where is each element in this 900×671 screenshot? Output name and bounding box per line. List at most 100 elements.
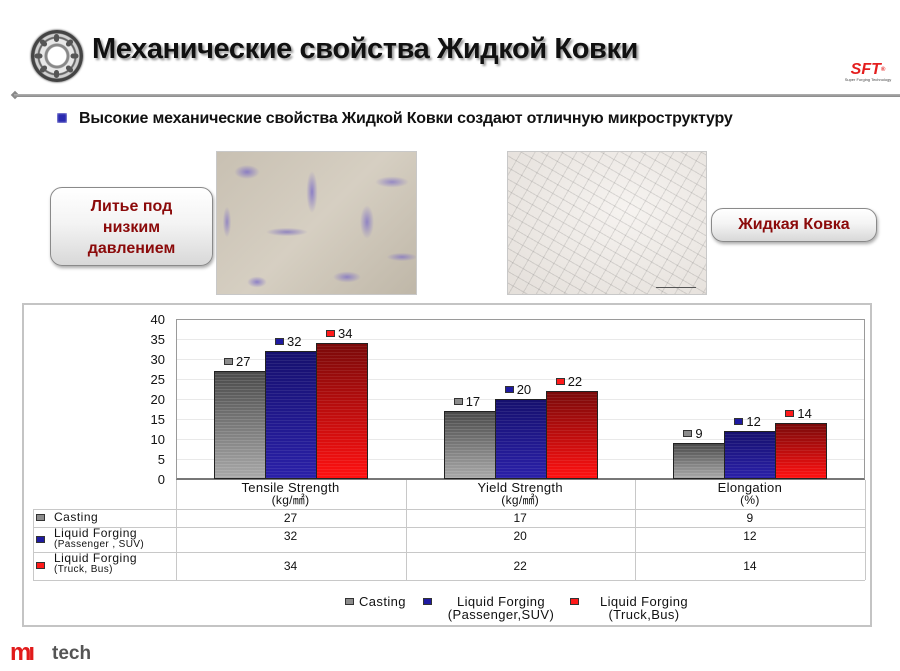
header-divider [14, 94, 900, 97]
table-gridline [33, 527, 865, 528]
legend-swatch-icon [275, 338, 284, 345]
data-label: 32 [275, 335, 301, 348]
casting-microstructure-image [216, 151, 417, 295]
low-pressure-casting-label: Литье под низким давлением [50, 187, 213, 266]
table-gridline [33, 580, 865, 581]
bullet-square-icon [57, 113, 67, 123]
row-label-name: Liquid Forging [54, 551, 138, 565]
legend-swatch-icon [36, 535, 45, 543]
legend-swatch-icon [570, 598, 579, 605]
table-gridline [33, 509, 865, 510]
y-axis-tick-label: 20 [150, 392, 165, 407]
legend-swatch-icon [224, 358, 233, 365]
data-label-value: 9 [695, 426, 703, 441]
bar-lf-truck [316, 343, 368, 479]
legend-swatch-icon [326, 330, 335, 337]
data-label-value: 14 [797, 406, 812, 421]
label-line: давлением [87, 240, 176, 257]
gridline [177, 339, 865, 340]
data-label: 14 [785, 406, 812, 421]
legend-label-name: Liquid Forging [600, 594, 688, 609]
legend-label-name: Casting [359, 594, 406, 609]
subtitle: Высокие механические свойства Жидкой Ков… [79, 110, 733, 127]
y-axis-tick-label: 35 [150, 332, 165, 347]
legend-swatch-icon [345, 598, 354, 605]
legend-label: Liquid Forging (Truck,Bus) [584, 595, 704, 621]
table-gridline [176, 480, 177, 580]
data-label-value: 22 [567, 374, 583, 389]
data-label-value: 12 [746, 414, 761, 429]
sft-logo-mark: SFT [850, 61, 881, 78]
legend-swatch-icon [504, 386, 514, 393]
scale-bar [656, 287, 696, 288]
registered-mark: ® [880, 67, 886, 73]
bar-lf-truck [545, 391, 598, 479]
data-label: 22 [555, 374, 583, 389]
category-name: Tensile Strength [241, 480, 340, 495]
table-row-label: Liquid Forging (Truck, Bus) [36, 552, 174, 580]
table-cell: 17 [513, 511, 527, 525]
y-axis-tick-label: 25 [150, 372, 165, 387]
bar-casting [214, 371, 266, 479]
category-header: Elongation (%) [635, 480, 864, 507]
bar-lf-truck [775, 423, 828, 479]
table-cell: 34 [283, 559, 298, 573]
table-gridline [33, 509, 34, 580]
data-label-value: 34 [338, 326, 353, 341]
category-name: Elongation [717, 480, 783, 495]
table-cell: 20 [513, 529, 527, 543]
data-label-value: 27 [236, 354, 251, 369]
table-cell: 14 [743, 559, 757, 573]
data-label-value: 32 [287, 334, 302, 349]
row-label-sub: (Truck, Bus) [54, 564, 113, 575]
legend-swatch-icon [423, 598, 432, 605]
legend-swatch-icon [555, 378, 565, 385]
sft-logo-tagline: Super Forging Technology [844, 77, 892, 82]
gridline [177, 379, 865, 380]
table-cell: 9 [746, 511, 754, 525]
plot-area [176, 319, 865, 480]
wheel-logo-icon [31, 30, 83, 82]
row-label-sub: (Passenger , SUV) [54, 539, 145, 550]
table-gridline [406, 480, 407, 580]
label-line: Литье под [90, 198, 173, 215]
bar-lf-pass [724, 431, 777, 479]
row-label-text: Liquid Forging (Truck, Bus) [54, 551, 138, 575]
data-label: 9 [683, 426, 703, 441]
row-label-text: Casting [54, 511, 98, 523]
y-axis-tick-label: 10 [150, 432, 165, 447]
table-row-label: Liquid Forging (Passenger , SUV) [36, 527, 174, 552]
mitech-logo-text: tech [52, 643, 92, 664]
category-unit: (kg/㎟) [271, 493, 310, 507]
liquid-forging-label: Жидкая Ковка [711, 208, 877, 242]
table-gridline [635, 480, 636, 580]
row-label-name: Liquid Forging [54, 526, 138, 540]
legend-label-sub: (Truck,Bus) [608, 607, 680, 622]
legend-swatch-icon [683, 430, 693, 437]
category-header: Yield Strength (kg/㎟) [406, 481, 635, 507]
category-unit: (kg/㎟) [501, 493, 540, 507]
data-label: 17 [453, 395, 480, 408]
data-label: 12 [734, 414, 761, 429]
legend-label: Liquid Forging (Passenger,SUV) [437, 595, 565, 621]
bar-lf-pass [494, 399, 547, 479]
row-label-text: Liquid Forging (Passenger , SUV) [54, 526, 145, 550]
legend-swatch-icon [453, 398, 463, 405]
table-row-label: Casting [36, 509, 174, 527]
category-header: Tensile Strength (kg/㎟) [176, 480, 405, 507]
liquid-forging-microstructure-image [507, 151, 707, 295]
table-gridline [865, 480, 866, 580]
y-axis-tick-label: 5 [157, 452, 165, 467]
y-axis-tick-label: 40 [150, 312, 165, 327]
mitech-logo-mark: mı [10, 639, 35, 666]
legend-swatch-icon [36, 562, 45, 569]
data-label: 20 [504, 383, 531, 396]
bar-casting [443, 411, 496, 479]
legend-swatch-icon [734, 418, 744, 425]
sft-brand-logo: SFT® Super Forging Technology [843, 61, 893, 83]
table-cell: 12 [743, 529, 757, 543]
legend-label-name: Liquid Forging [457, 594, 545, 609]
legend-swatch-icon [36, 514, 45, 521]
table-cell: 22 [513, 559, 527, 573]
category-unit: (%) [740, 493, 760, 507]
